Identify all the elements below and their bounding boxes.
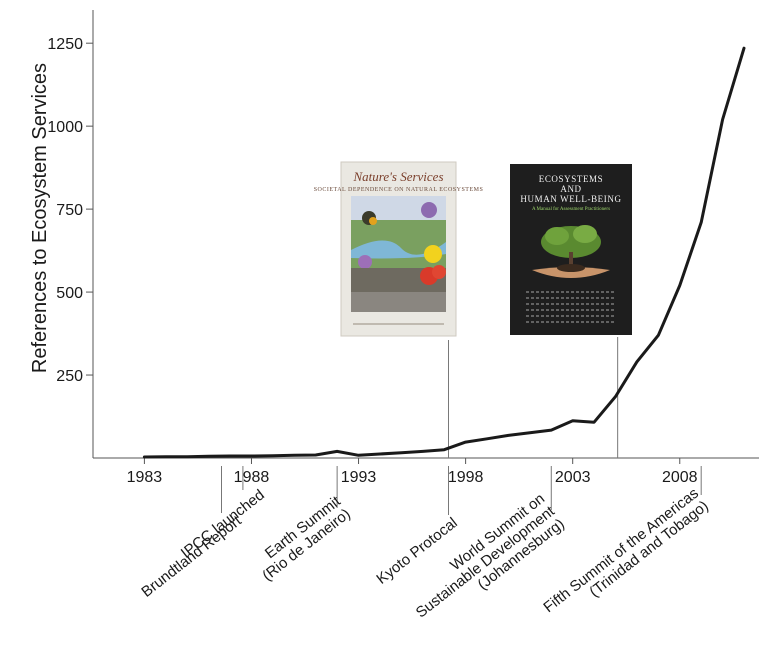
series-line: [142, 46, 746, 459]
book-bird-belly: [369, 217, 377, 225]
book-red-fruit-2: [432, 265, 446, 279]
x-tick-label: 2003: [555, 469, 591, 486]
x-tick-label: 1998: [448, 469, 484, 486]
book-hands: [532, 267, 610, 278]
book-covers: Nature's Services SOCIETAL DEPENDENCE ON …: [314, 161, 632, 337]
series-layer: [142, 46, 746, 459]
event-label-line: Kyoto Protocal: [373, 514, 460, 587]
book-river: [351, 240, 446, 259]
book-title-line: ECOSYSTEMS: [539, 174, 604, 184]
event-lines: [220, 337, 702, 515]
book-title-line: AND: [560, 184, 581, 194]
book-tree-canopy-right: [573, 225, 597, 243]
y-tick-label: 500: [56, 285, 83, 302]
book-sunflower: [424, 245, 442, 263]
event-label-line: Fifth Summit of the Americas: [540, 485, 702, 616]
x-tick-label: 1983: [127, 469, 163, 486]
y-tick-label: 250: [56, 368, 83, 385]
x-tick-label: 2008: [662, 469, 698, 486]
event-label-line: Sustainable Development: [413, 502, 559, 621]
event-label: Fifth Summit of the Americas(Trinidad an…: [540, 485, 711, 616]
book-title: Nature's Services: [352, 169, 443, 184]
y-tick-label: 750: [56, 202, 83, 219]
axes: [92, 10, 759, 459]
book-soil: [557, 264, 585, 272]
event-label: Kyoto Protocal: [373, 514, 460, 587]
x-tick-label: 1988: [234, 469, 270, 486]
event-label: IPCC launched: [178, 486, 268, 562]
book-purple-flowers: [358, 255, 372, 269]
y-axis-label: References to Ecosystem Services: [29, 63, 51, 373]
x-tick-label: 1993: [341, 469, 377, 486]
book-tree-trunk: [569, 252, 573, 266]
book-subtitle: SOCIETAL DEPENDENCE ON NATURAL ECOSYSTEM…: [314, 187, 484, 193]
book-cover-natures-services: Nature's Services SOCIETAL DEPENDENCE ON …: [314, 161, 484, 337]
book-gravel: [351, 292, 446, 312]
book-flower: [421, 202, 437, 218]
book-tree-canopy-left: [545, 227, 569, 245]
y-tick-label: 1000: [47, 119, 83, 136]
book-subtitle: A Manual for Assessment Practitioners: [532, 207, 610, 212]
event-label-line: (Trinidad and Tobago): [586, 497, 711, 600]
y-tick-label: 1250: [47, 36, 83, 53]
book-title-line: HUMAN WELL-BEING: [520, 194, 621, 204]
y-ticks: 250 500 750 1000 1250: [47, 36, 93, 385]
event-label-line: IPCC launched: [178, 486, 268, 562]
event-label: Earth Summit(Rio de Janeiro): [259, 492, 354, 584]
x-ticks: 1983 1988 1993 1998 2003 2008: [127, 458, 698, 486]
